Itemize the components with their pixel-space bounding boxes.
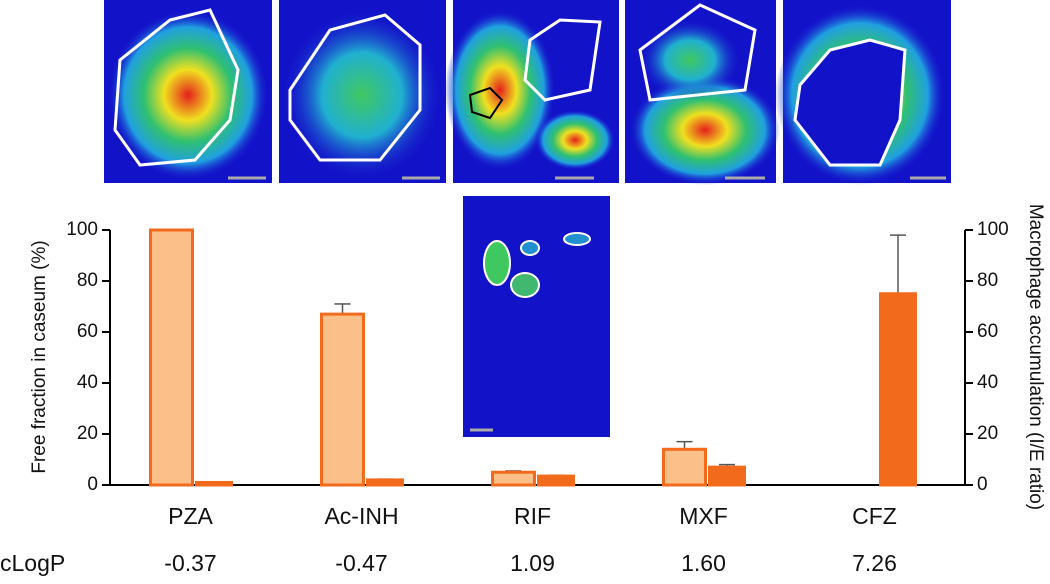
x-tick-label: RIF <box>514 503 551 529</box>
y-tick-label: 80 <box>77 270 98 291</box>
bar <box>491 470 536 487</box>
row-value: 1.09 <box>510 550 555 576</box>
y2-tick-label: 60 <box>977 321 998 342</box>
panel <box>625 0 780 185</box>
y2-tick-label: 80 <box>977 270 998 291</box>
bar <box>195 480 233 487</box>
row-value: -0.37 <box>164 550 216 576</box>
y-tick-label: 0 <box>87 474 98 495</box>
panel <box>279 0 446 183</box>
bar <box>320 312 365 487</box>
x-tick-label: PZA <box>168 503 213 529</box>
y2-tick-label: 100 <box>977 219 1009 240</box>
row-value: 7.26 <box>852 550 897 576</box>
y-tick-label: 40 <box>77 372 98 393</box>
panel <box>104 0 272 183</box>
y-tick-label: 60 <box>77 321 98 342</box>
row-value: -0.47 <box>335 550 387 576</box>
panel <box>775 0 951 185</box>
y2-tick-label: 20 <box>977 423 998 444</box>
inset-panel <box>463 196 610 437</box>
y2-axis-label: Macrophage accumulation (I/E ratio) <box>1025 204 1046 510</box>
x-tick-label: CFZ <box>852 503 897 529</box>
y2-tick-label: 0 <box>977 474 988 495</box>
bar <box>662 447 707 487</box>
bar <box>879 292 917 487</box>
y-axis-label: Free fraction in caseum (%) <box>29 240 50 473</box>
x-tick-label: MXF <box>679 503 728 529</box>
bar <box>537 474 575 487</box>
panel <box>445 0 619 183</box>
bar <box>366 478 404 487</box>
x-tick-label: Ac-INH <box>324 503 398 529</box>
bar <box>708 465 746 487</box>
bar <box>149 228 194 487</box>
y2-tick-label: 40 <box>977 372 998 393</box>
image-panels <box>104 0 951 437</box>
y-tick-label: 100 <box>66 219 98 240</box>
row-label: cLogP <box>0 550 65 576</box>
row-value: 1.60 <box>681 550 726 576</box>
y-tick-label: 20 <box>77 423 98 444</box>
